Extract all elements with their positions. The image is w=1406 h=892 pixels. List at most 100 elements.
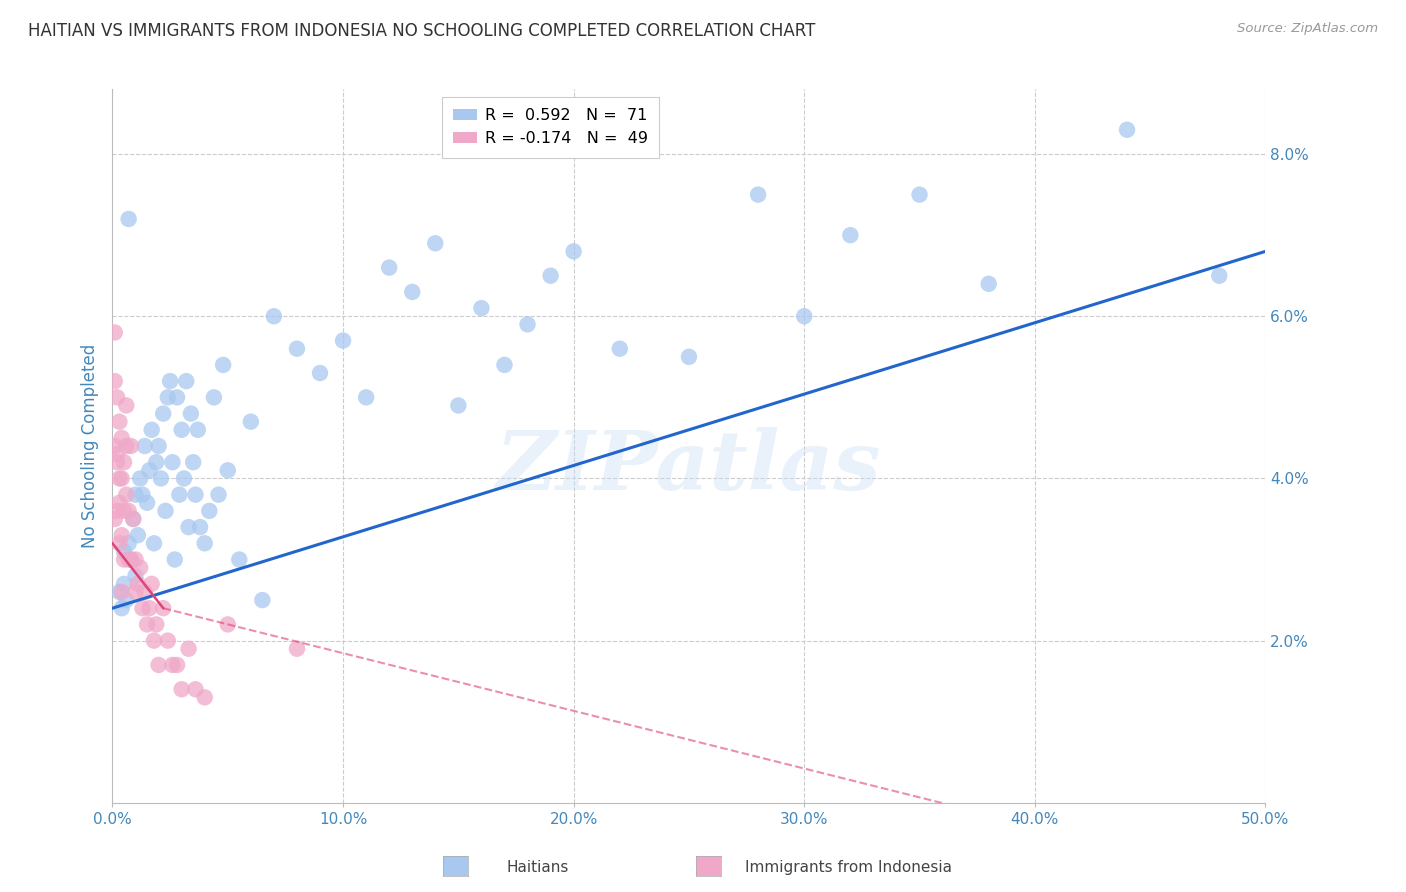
Point: [309, 366, 332, 380]
Point: [138, 601, 160, 615]
Point: [378, 260, 401, 275]
Point: [111, 431, 134, 445]
Point: [285, 342, 308, 356]
Point: [117, 536, 139, 550]
Y-axis label: No Schooling Completed: No Schooling Completed: [82, 344, 100, 548]
Point: [134, 585, 156, 599]
Text: Haitians: Haitians: [506, 860, 568, 874]
Point: [239, 415, 262, 429]
Point: [228, 552, 250, 566]
Point: [170, 682, 193, 697]
Point: [839, 228, 862, 243]
Point: [170, 423, 193, 437]
Point: [162, 657, 184, 672]
Point: [194, 690, 217, 705]
Point: [105, 455, 128, 469]
Point: [156, 633, 179, 648]
Point: [143, 633, 166, 648]
Point: [104, 439, 127, 453]
Point: [156, 390, 179, 404]
Point: [115, 488, 138, 502]
Point: [217, 463, 239, 477]
Point: [112, 455, 135, 469]
Point: [184, 682, 207, 697]
Point: [129, 471, 152, 485]
Legend: R =  0.592   N =  71, R = -0.174   N =  49: R = 0.592 N = 71, R = -0.174 N = 49: [441, 97, 659, 158]
Text: Immigrants from Indonesia: Immigrants from Indonesia: [745, 860, 952, 874]
Point: [159, 374, 181, 388]
Point: [174, 374, 197, 388]
Point: [202, 390, 225, 404]
Point: [793, 310, 815, 324]
Point: [108, 496, 131, 510]
Point: [263, 310, 285, 324]
Point: [217, 617, 239, 632]
Point: [148, 657, 170, 672]
Point: [181, 455, 204, 469]
Point: [609, 342, 631, 356]
Point: [131, 488, 153, 502]
Point: [138, 463, 160, 477]
Point: [127, 577, 149, 591]
Point: [188, 520, 211, 534]
Point: [332, 334, 354, 348]
Point: [134, 439, 156, 453]
Point: [187, 423, 209, 437]
Point: [212, 358, 235, 372]
Point: [207, 488, 229, 502]
Point: [124, 568, 146, 582]
Point: [127, 528, 149, 542]
Point: [148, 439, 170, 453]
Point: [104, 512, 127, 526]
Point: [141, 577, 163, 591]
Point: [285, 641, 308, 656]
Point: [108, 415, 131, 429]
Point: [425, 236, 447, 251]
Point: [120, 439, 142, 453]
Point: [252, 593, 274, 607]
Point: [129, 560, 152, 574]
Text: ZIPatlas: ZIPatlas: [496, 427, 882, 508]
Point: [152, 601, 174, 615]
Point: [540, 268, 562, 283]
Point: [117, 211, 139, 226]
Point: [180, 407, 202, 421]
Text: Source: ZipAtlas.com: Source: ZipAtlas.com: [1237, 22, 1378, 36]
Point: [155, 504, 177, 518]
Text: HAITIAN VS IMMIGRANTS FROM INDONESIA NO SCHOOLING COMPLETED CORRELATION CHART: HAITIAN VS IMMIGRANTS FROM INDONESIA NO …: [28, 22, 815, 40]
Point: [166, 390, 188, 404]
Point: [111, 601, 134, 615]
Point: [162, 455, 184, 469]
Point: [678, 350, 700, 364]
Point: [105, 504, 128, 518]
Point: [173, 471, 195, 485]
Point: [184, 488, 207, 502]
Point: [149, 471, 172, 485]
Point: [112, 577, 135, 591]
Point: [747, 187, 769, 202]
Point: [115, 593, 138, 607]
Point: [122, 512, 145, 526]
Point: [194, 536, 217, 550]
Point: [108, 471, 131, 485]
Point: [470, 301, 492, 315]
Point: [120, 552, 142, 566]
Point: [145, 455, 167, 469]
Point: [105, 447, 128, 461]
Point: [198, 504, 221, 518]
Point: [111, 471, 134, 485]
Point: [120, 552, 142, 566]
Point: [152, 407, 174, 421]
Point: [354, 390, 377, 404]
Point: [163, 552, 186, 566]
Point: [112, 544, 135, 558]
Point: [1208, 268, 1230, 283]
Point: [112, 552, 135, 566]
Point: [115, 439, 138, 453]
Point: [117, 504, 139, 518]
Point: [562, 244, 585, 259]
Point: [143, 536, 166, 550]
Point: [169, 488, 191, 502]
Point: [104, 326, 127, 340]
Point: [1116, 122, 1139, 136]
